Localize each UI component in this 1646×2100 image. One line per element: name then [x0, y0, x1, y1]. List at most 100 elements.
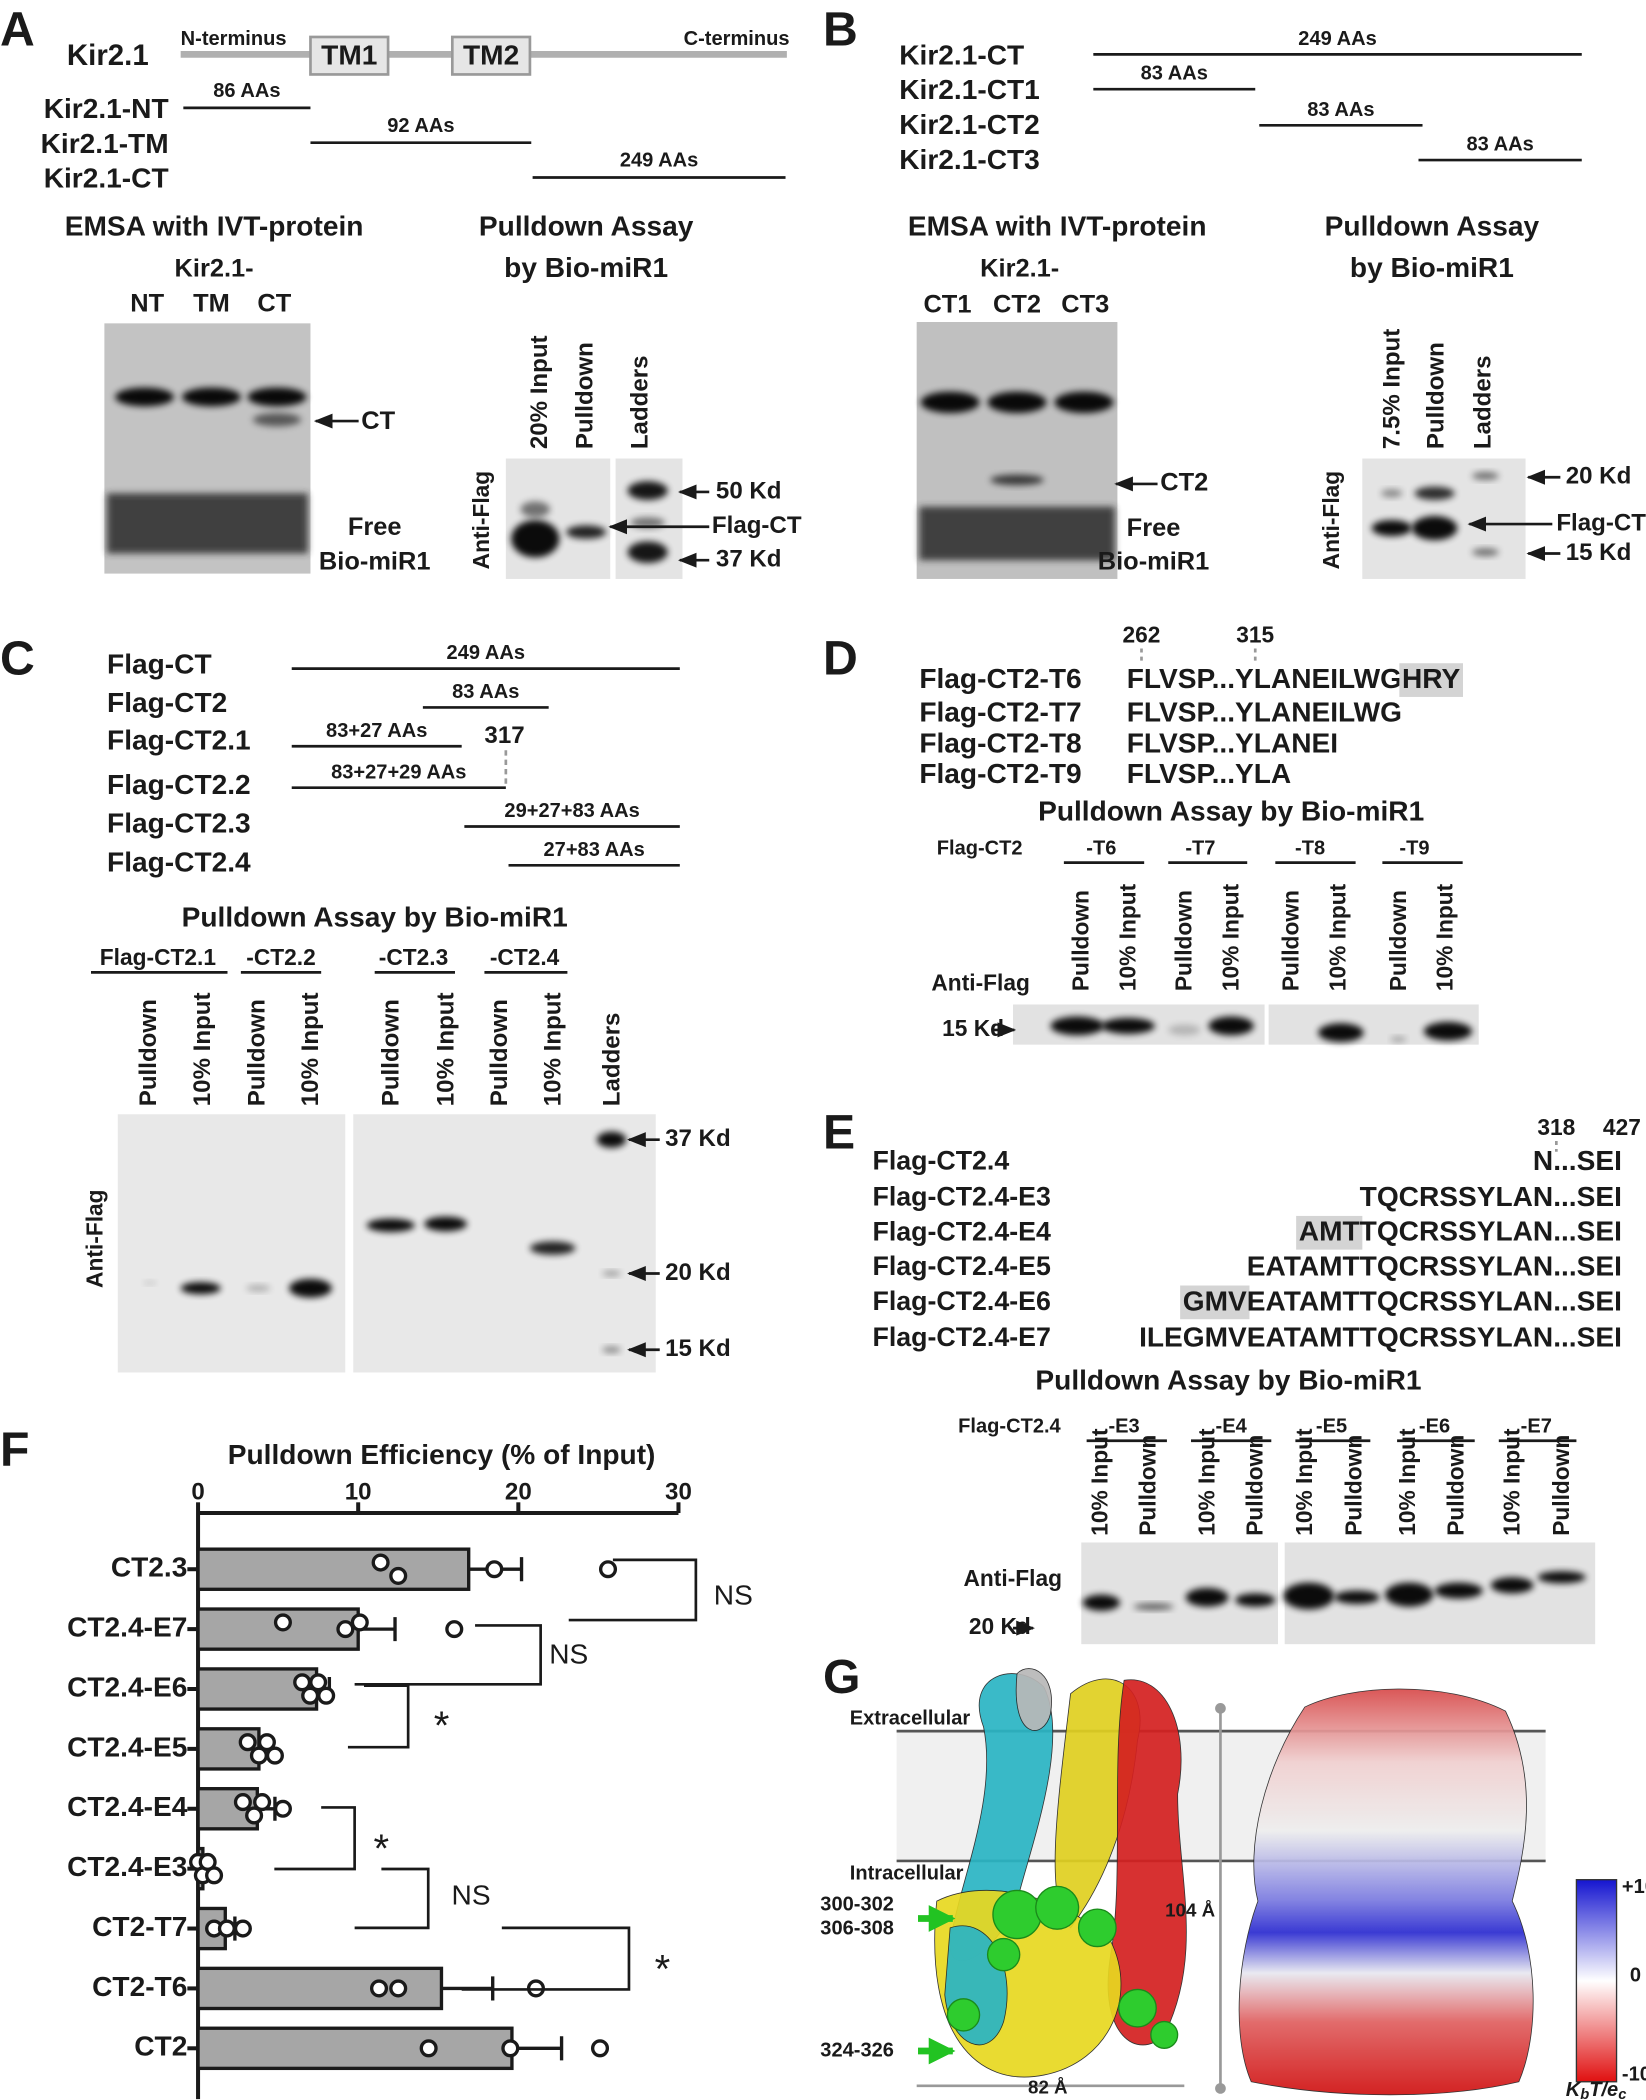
label: 262 — [1123, 621, 1161, 647]
label: 15 Kd — [942, 1015, 1004, 1041]
surface — [1238, 1688, 1534, 2096]
sequence: ILEGMVEATAMTTQCRSSYLAN...SEI — [1139, 1321, 1622, 1352]
label: 83 AAs — [1466, 134, 1533, 156]
label: Pulldown Assay by Bio-miR1 — [182, 901, 568, 932]
gel — [117, 1114, 346, 1373]
lane-label: 20% Input — [526, 335, 553, 449]
label: Flag-CT2 — [937, 838, 1023, 860]
x-tick-label: 20 — [505, 1478, 532, 1505]
gel-band — [1537, 1571, 1586, 1584]
gel-band — [289, 1278, 332, 1298]
group-label: -T8 — [1295, 838, 1325, 860]
lane-label: 10% Input — [432, 992, 459, 1106]
gel-band — [424, 1216, 468, 1232]
gel-band — [247, 387, 307, 407]
gel-band — [1235, 1593, 1276, 1607]
label: Flag-CT2.4 — [873, 1145, 1010, 1175]
sequence: N...SEI — [1533, 1145, 1622, 1176]
gel-band — [1472, 548, 1499, 557]
group-label: -E4 — [1216, 1416, 1248, 1438]
lane-label: Pulldown — [1548, 1435, 1574, 1536]
unit-part: K — [1566, 2079, 1582, 2100]
data-point — [501, 2039, 520, 2058]
sequence: EATAMTTQCRSSYLAN...SEI — [1247, 1285, 1622, 1316]
data-point — [350, 1613, 369, 1632]
label: by Bio-miR1 — [504, 252, 668, 283]
gel-band — [1168, 1024, 1201, 1036]
label: Flag-CT2.4-E3 — [873, 1182, 1051, 1212]
lane-label: Pulldown — [571, 342, 598, 449]
label: Flag-CT2-T6 — [919, 663, 1081, 694]
label: Bio-miR1 — [319, 548, 431, 576]
label: 83 AAs — [1307, 99, 1374, 121]
panel-letter: B — [823, 3, 858, 57]
dot — [1215, 1703, 1226, 1714]
data-point — [485, 1560, 504, 1579]
lane-label: 10% Input — [189, 992, 216, 1106]
label: Flag-CT2.4-E4 — [873, 1216, 1051, 1246]
highlight — [1180, 1285, 1250, 1320]
chart-title: Pulldown Efficiency (% of Input) — [228, 1439, 656, 1470]
annotation: * — [434, 1703, 450, 1748]
y-tick-label: CT2.4-E7 — [67, 1612, 187, 1643]
panel-letter: A — [0, 3, 35, 57]
lane-label: 10% Input — [1086, 1428, 1112, 1536]
highlight — [1399, 663, 1463, 697]
panel-letter: C — [0, 632, 35, 686]
gel-band — [1490, 1577, 1534, 1594]
data-point — [257, 1733, 276, 1752]
gel-band — [1371, 520, 1412, 537]
label: NT — [130, 289, 164, 317]
label: 318 — [1537, 1114, 1575, 1140]
gel-band — [602, 1346, 621, 1354]
label: 249 AAs — [1298, 28, 1376, 50]
label: Flag-CT2.4 — [107, 846, 251, 877]
residue-sphere — [992, 1889, 1042, 1940]
label: Kir2.1-CT2 — [899, 109, 1040, 140]
label: 37 Kd — [665, 1125, 731, 1152]
label: EMSA with IVT-protein — [65, 211, 364, 242]
domain — [450, 35, 532, 76]
color-scale — [1575, 1879, 1618, 2083]
gel-band — [602, 1270, 621, 1277]
label: CT — [361, 407, 395, 435]
lane-label: 10% Input — [1291, 1428, 1317, 1536]
lane-label: 10% Input — [297, 992, 324, 1106]
annotation: NS — [549, 1639, 588, 1670]
label: Flag-CT2.4-E7 — [873, 1322, 1051, 1352]
unit-part: c — [1618, 2087, 1626, 2100]
sequence: FLVSP...YLANEI — [1127, 727, 1338, 758]
lane-label: 10% Input — [1193, 1428, 1219, 1536]
label: 83+27+29 AAs — [331, 761, 466, 783]
label: 50 Kd — [716, 477, 782, 504]
label: C-terminus — [684, 28, 790, 50]
label: Kir2.1-TM — [41, 128, 169, 159]
label: Anti-Flag — [964, 1565, 1063, 1591]
sequence: TQCRSSYLAN...SEI — [1360, 1181, 1622, 1212]
y-tick-label: CT2.4-E6 — [67, 1671, 187, 1702]
data-point — [233, 1793, 252, 1812]
label: TM2 — [463, 39, 519, 70]
label: N-terminus — [181, 28, 287, 50]
significance-bracket — [354, 1624, 542, 1686]
lane-label: 10% Input — [539, 992, 566, 1106]
label: 324-326 — [820, 2039, 894, 2061]
sequence: GMV — [1183, 1285, 1247, 1316]
data-point — [273, 1799, 292, 1818]
label: 82 Å — [1028, 2076, 1068, 2097]
label: Kir2.1-CT — [44, 163, 169, 194]
sequence: TQCRSSYLAN...SEI — [1360, 1216, 1622, 1247]
gel-band — [1208, 1016, 1254, 1036]
label: 29+27+83 AAs — [504, 800, 639, 822]
label: 427 — [1603, 1114, 1641, 1140]
group-label: -E3 — [1108, 1416, 1139, 1438]
data-point — [309, 1673, 328, 1692]
label: Flag-CT2.1 — [107, 725, 251, 756]
gel-band — [180, 1282, 221, 1295]
label: Kir2.1- — [980, 255, 1059, 283]
data-point — [369, 1979, 389, 1998]
ribbon — [1015, 1668, 1052, 1731]
dot — [1215, 2083, 1226, 2094]
data-point — [273, 1613, 292, 1632]
